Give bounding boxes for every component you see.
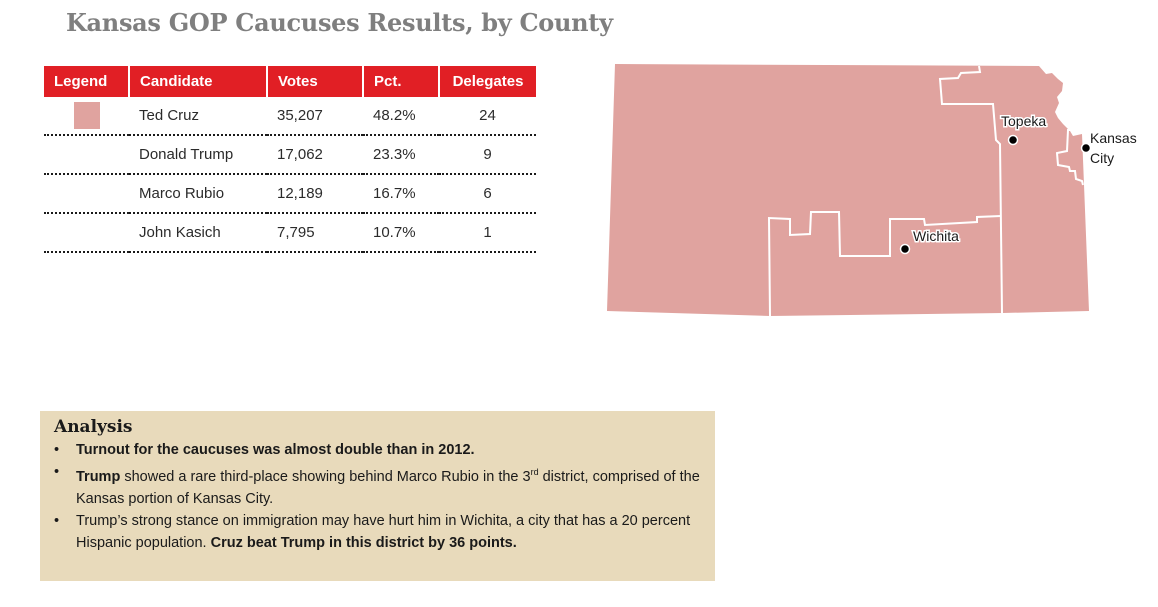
kansas-city-marker-icon [1080, 142, 1092, 154]
header-votes: Votes [267, 66, 364, 97]
page-title: Kansas GOP Caucuses Results, by County [66, 8, 613, 37]
header-delegates: Delegates [439, 66, 536, 97]
pct: 48.2% [363, 97, 439, 136]
wichita-label: Wichita [913, 228, 959, 244]
pct: 23.3% [363, 135, 439, 175]
pct: 10.7% [363, 213, 439, 253]
analysis-heading: Analysis [54, 417, 133, 437]
delegates: 6 [439, 174, 536, 214]
delegates: 9 [439, 135, 536, 175]
kansas-city-label-line2: City [1090, 150, 1114, 166]
legend-cell [44, 97, 129, 136]
table-header-row: Legend Candidate Votes Pct. Delegates [44, 66, 536, 97]
delegates: 24 [439, 97, 536, 136]
district-boundary-3 [1055, 129, 1084, 186]
candidate-name: Donald Trump [129, 135, 267, 175]
city-wichita[interactable]: Wichita [899, 227, 961, 255]
analysis-bullets: Turnout for the caucuses was almost doub… [54, 439, 701, 554]
city-topeka[interactable]: Topeka [1000, 112, 1048, 146]
wichita-marker-icon [899, 243, 911, 255]
analysis-bullet: Trump’s strong stance on immigration may… [54, 510, 701, 554]
table-row: Donald Trump 17,062 23.3% 9 [44, 135, 536, 175]
candidate-name: John Kasich [129, 213, 267, 253]
topeka-label: Topeka [1001, 113, 1046, 129]
legend-cell [44, 174, 129, 214]
header-legend: Legend [44, 66, 130, 97]
header-pct: Pct. [363, 66, 440, 97]
table-row: Ted Cruz 35,207 48.2% 24 [44, 97, 536, 136]
district-boundary-1-2 [938, 65, 1003, 314]
analysis-box: Analysis Turnout for the caucuses was al… [40, 411, 715, 581]
candidate-name: Ted Cruz [129, 97, 267, 136]
votes: 35,207 [267, 97, 363, 136]
kansas-state-shape [607, 64, 1089, 316]
delegates: 1 [439, 213, 536, 253]
candidate-name: Marco Rubio [129, 174, 267, 214]
table-row: Marco Rubio 12,189 16.7% 6 [44, 174, 536, 214]
votes: 17,062 [267, 135, 363, 175]
header-candidate: Candidate [129, 66, 268, 97]
topeka-marker-icon [1007, 134, 1019, 146]
analysis-bullet: Turnout for the caucuses was almost doub… [54, 439, 701, 461]
city-kansas-city[interactable]: Kansas City [1080, 130, 1137, 166]
pct: 16.7% [363, 174, 439, 214]
table-row: John Kasich 7,795 10.7% 1 [44, 213, 536, 253]
results-table: Legend Candidate Votes Pct. Delegates Te… [44, 66, 536, 253]
votes: 7,795 [267, 213, 363, 253]
legend-cell [44, 213, 129, 253]
kansas-district-map[interactable]: Topeka Kansas City Wichita [600, 55, 1150, 325]
legend-swatch-cruz [73, 102, 100, 129]
district-boundary-4 [767, 211, 1002, 317]
analysis-bullet: Trump showed a rare third-place showing … [54, 461, 701, 510]
kansas-city-label-line1: Kansas [1090, 130, 1137, 146]
legend-cell [44, 135, 129, 175]
votes: 12,189 [267, 174, 363, 214]
